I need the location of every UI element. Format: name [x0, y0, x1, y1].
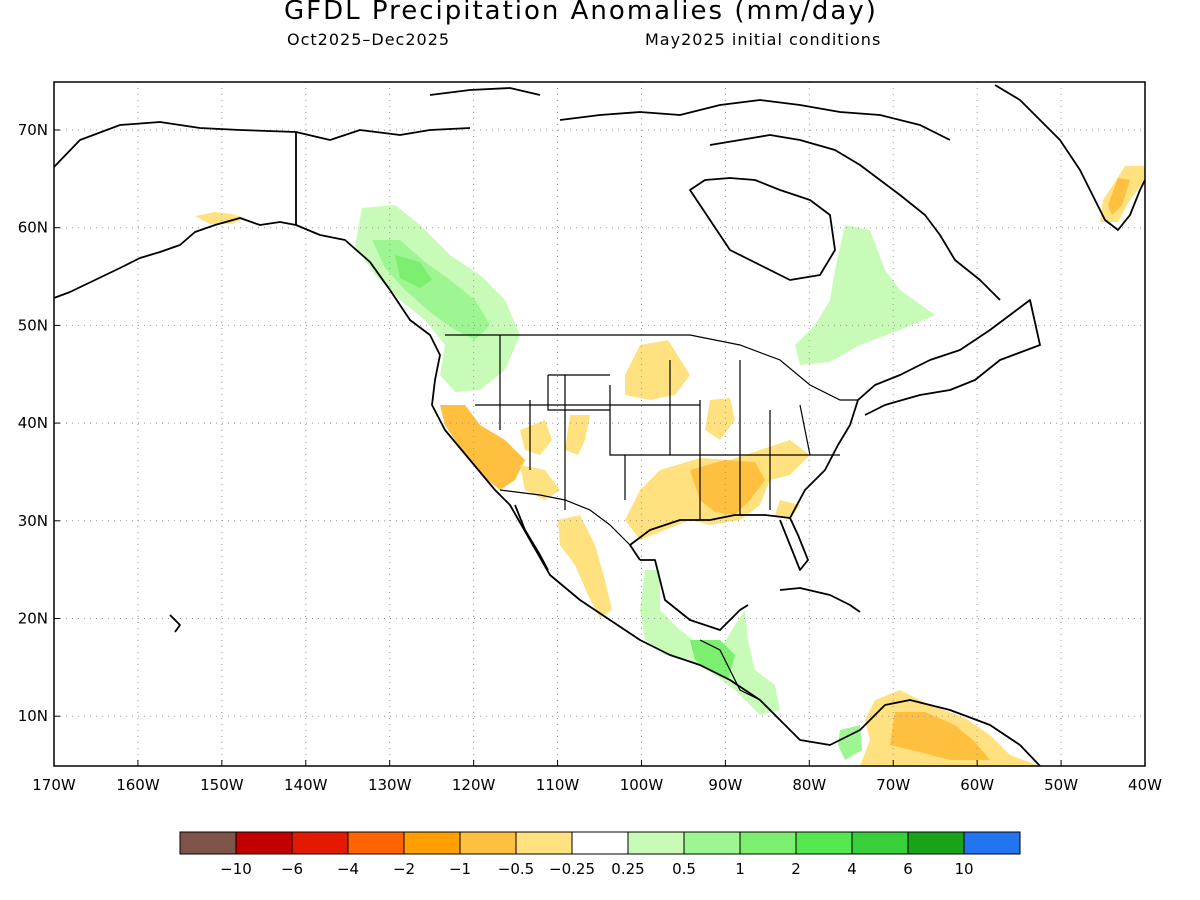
legend-label: −4 [337, 860, 359, 878]
legend-swatch [739, 831, 797, 855]
lat-label: 30N [18, 512, 48, 530]
borders [445, 334, 858, 701]
legend-swatch [851, 831, 909, 855]
dry-region-california [440, 405, 525, 490]
map-frame [53, 81, 1146, 767]
lat-label: 50N [18, 316, 48, 334]
legend-label: 2 [791, 860, 801, 878]
lon-label: 160W [116, 776, 160, 794]
lon-label: 70W [876, 776, 910, 794]
lon-label: 110W [536, 776, 580, 794]
dry-region-southeast [775, 500, 800, 520]
lon-label: 130W [368, 776, 412, 794]
coastlines [53, 84, 1146, 767]
legend-label: 0.5 [672, 860, 696, 878]
legend-label: 4 [847, 860, 857, 878]
anomaly-shading [195, 166, 1145, 766]
map-background [54, 82, 1145, 766]
lat-label: 70N [18, 121, 48, 139]
latitude-labels: 70N 60N 50N 40N 30N 20N 10N [18, 121, 60, 725]
legend-label: −1 [449, 860, 471, 878]
dry-region-south-central-core [690, 460, 765, 515]
legend-label: −6 [281, 860, 303, 878]
legend-label: −10 [220, 860, 252, 878]
legend-swatch [515, 831, 573, 855]
legend-swatch [907, 831, 965, 855]
dry-region-midwest [705, 398, 735, 440]
lon-label: 120W [452, 776, 496, 794]
lon-label: 100W [620, 776, 664, 794]
dry-region-arizona [520, 465, 560, 500]
legend-label: −0.5 [498, 860, 534, 878]
legend-label: 6 [903, 860, 913, 878]
wet-region-bc-max [395, 255, 432, 288]
graticule [54, 82, 1145, 766]
longitude-labels: 170W 160W 150W 140W 130W 120W 110W 100W 90W 80W 70… [32, 760, 1162, 794]
legend-swatch [403, 831, 461, 855]
wet-region-central-america-core [690, 640, 735, 680]
lat-label: 40N [18, 414, 48, 432]
wet-region-central-america [640, 570, 780, 715]
dry-region-colorado [565, 415, 590, 455]
lat-label: 60N [18, 219, 48, 237]
dry-region-mexico [558, 515, 612, 618]
legend-label: 1 [735, 860, 745, 878]
lon-label: 150W [200, 776, 244, 794]
dry-region-greenland-core [1108, 178, 1130, 215]
dry-region-dakotas [625, 340, 690, 400]
legend-label: 0.25 [611, 860, 644, 878]
lon-label: 40W [1128, 776, 1162, 794]
lon-label: 80W [792, 776, 826, 794]
map-title: GFDL Precipitation Anomalies (mm/day) [284, 0, 878, 26]
lon-label: 170W [32, 776, 76, 794]
legend-swatch [963, 831, 1021, 855]
wet-region-quebec [795, 225, 935, 365]
wet-region-colombia [838, 725, 862, 760]
lon-label: 90W [708, 776, 742, 794]
legend-swatch [795, 831, 853, 855]
legend-swatch [347, 831, 405, 855]
legend-swatch [627, 831, 685, 855]
legend-swatch [291, 831, 349, 855]
lon-label: 140W [284, 776, 328, 794]
legend-swatch [571, 831, 629, 855]
dry-region-venezuela-core [890, 712, 990, 760]
legend-label: 10 [954, 860, 973, 878]
color-legend: −10 −6 −4 −2 −1 −0.5 −0.25 0.25 0.5 1 2 4 6 10 [179, 831, 1021, 878]
initial-conditions: May2025 initial conditions [645, 30, 882, 49]
legend-label: −0.25 [549, 860, 595, 878]
legend-swatch [683, 831, 741, 855]
legend-swatch [459, 831, 517, 855]
lat-label: 20N [18, 610, 48, 628]
lon-label: 50W [1044, 776, 1078, 794]
legend-label: −2 [393, 860, 415, 878]
lat-label: 10N [18, 707, 48, 725]
dry-region-great-basin [520, 420, 552, 455]
legend-swatch [179, 831, 237, 855]
forecast-period: Oct2025–Dec2025 [287, 30, 451, 49]
legend-swatch [235, 831, 293, 855]
lon-label: 60W [960, 776, 994, 794]
